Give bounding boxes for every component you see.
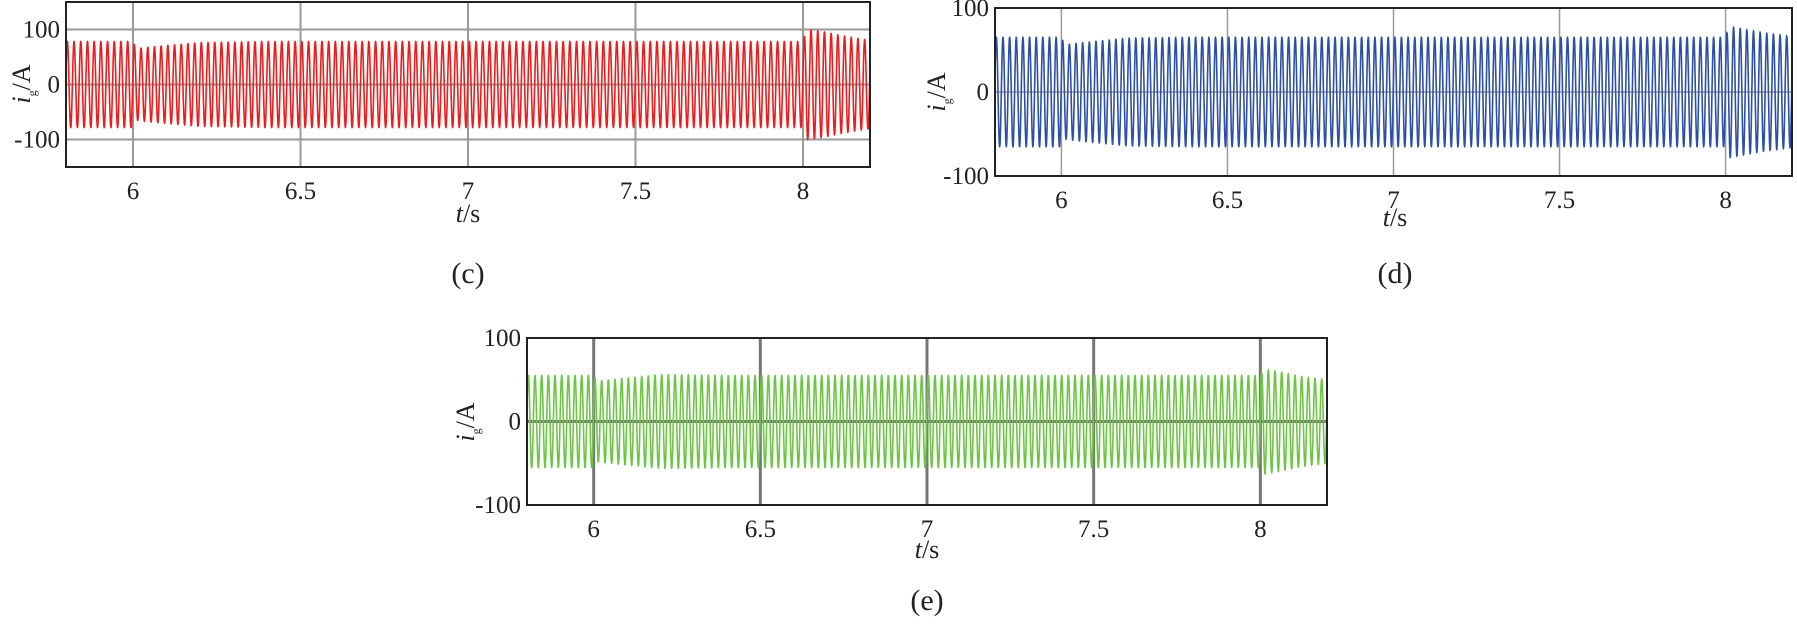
- series-line: [994, 25, 1793, 159]
- y-axis-label: ig/A: [922, 72, 954, 111]
- x-tick-label: 7: [921, 516, 934, 543]
- y-tick-label: 0: [509, 409, 522, 436]
- y-tick-label: 0: [48, 72, 61, 99]
- x-tick-label: 7.5: [620, 178, 651, 205]
- y-tick-label: -100: [943, 163, 989, 190]
- x-tick-labels: 6 6.5 7 7.5 8: [127, 178, 810, 205]
- waveform: [994, 25, 1793, 159]
- y-axis-label: ig/A: [7, 64, 39, 103]
- panel-label: (d): [1378, 257, 1413, 290]
- y-tick-labels: -100 0 100: [475, 325, 521, 519]
- x-tick-label: 6: [127, 178, 140, 205]
- x-tick-label: 6: [1055, 187, 1068, 214]
- plot-frame: [526, 337, 1328, 506]
- y-tick-labels: -100 0 100: [14, 17, 60, 154]
- x-tick-label: 8: [1719, 187, 1732, 214]
- panel-label: (e): [910, 584, 943, 617]
- y-tick-label: 0: [977, 79, 990, 106]
- chart-panel-e: -100 0 100 6 6.5 7 7.5 8 ig/A t/s (e): [451, 325, 1328, 617]
- x-tick-labels: 6 6.5 7 7.5 8: [1055, 187, 1732, 214]
- x-tick-label: 7.5: [1544, 187, 1575, 214]
- x-tick-label: 6.5: [745, 516, 776, 543]
- waveform: [526, 368, 1328, 476]
- chart-panel-c: -100 0 100 6 6.5 7 7.5 8 ig/A t/s (c): [7, 1, 871, 290]
- x-tick-label: 7.5: [1078, 516, 1109, 543]
- x-tick-label: 6.5: [1212, 187, 1243, 214]
- x-tick-label: 7: [462, 178, 475, 205]
- chart-panel-d: -100 0 100 6 6.5 7 7.5 8 ig/A t/s (d): [922, 0, 1793, 290]
- plot-frame: [994, 7, 1793, 177]
- y-tick-label: 100: [952, 0, 990, 22]
- waveform: [65, 28, 871, 141]
- panel-label: (c): [451, 257, 484, 290]
- y-tick-label: -100: [14, 127, 60, 154]
- x-axis-label: t/s: [456, 199, 481, 228]
- x-tick-label: 8: [1254, 516, 1267, 543]
- x-tick-label: 7: [1387, 187, 1400, 214]
- y-tick-label: 100: [23, 17, 61, 44]
- y-tick-labels: -100 0 100: [943, 0, 989, 190]
- series-line: [65, 28, 871, 141]
- y-axis-label: ig/A: [451, 402, 483, 441]
- series-line: [526, 368, 1328, 476]
- y-tick-label: -100: [475, 492, 521, 519]
- y-tick-label: 100: [484, 325, 522, 352]
- x-tick-label: 8: [797, 178, 810, 205]
- x-axis-label: t/s: [1383, 203, 1408, 232]
- x-axis-label: t/s: [915, 535, 940, 564]
- x-tick-label: 6: [587, 516, 600, 543]
- x-tick-label: 6.5: [285, 178, 316, 205]
- plot-frame: [65, 1, 871, 168]
- x-tick-labels: 6 6.5 7 7.5 8: [587, 516, 1266, 543]
